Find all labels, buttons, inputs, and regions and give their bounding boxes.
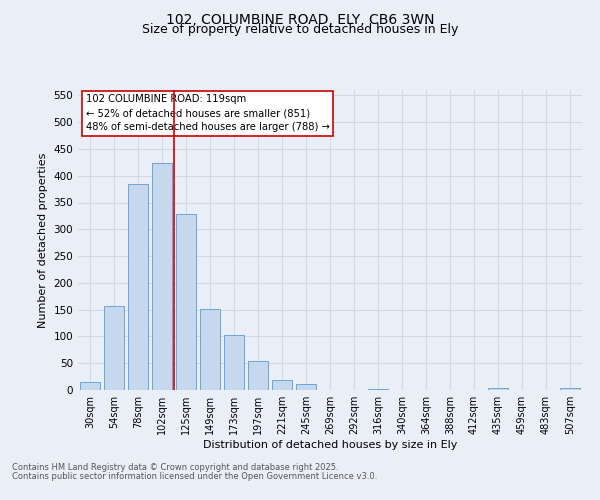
Bar xyxy=(488,388,508,390)
Bar xyxy=(272,380,292,390)
Bar xyxy=(560,388,580,390)
Text: Contains HM Land Registry data © Crown copyright and database right 2025.: Contains HM Land Registry data © Crown c… xyxy=(12,464,338,472)
Bar xyxy=(200,308,220,390)
Bar xyxy=(80,382,100,390)
X-axis label: Distribution of detached houses by size in Ely: Distribution of detached houses by size … xyxy=(203,440,457,450)
Y-axis label: Number of detached properties: Number of detached properties xyxy=(38,152,48,328)
Text: 102 COLUMBINE ROAD: 119sqm
← 52% of detached houses are smaller (851)
48% of sem: 102 COLUMBINE ROAD: 119sqm ← 52% of deta… xyxy=(86,94,329,132)
Text: 102, COLUMBINE ROAD, ELY, CB6 3WN: 102, COLUMBINE ROAD, ELY, CB6 3WN xyxy=(166,12,434,26)
Bar xyxy=(128,184,148,390)
Bar xyxy=(224,336,244,390)
Text: Size of property relative to detached houses in Ely: Size of property relative to detached ho… xyxy=(142,24,458,36)
Bar xyxy=(248,360,268,390)
Bar xyxy=(296,384,316,390)
Bar xyxy=(104,306,124,390)
Bar xyxy=(368,389,388,390)
Bar xyxy=(176,214,196,390)
Text: Contains public sector information licensed under the Open Government Licence v3: Contains public sector information licen… xyxy=(12,472,377,481)
Bar xyxy=(152,163,172,390)
